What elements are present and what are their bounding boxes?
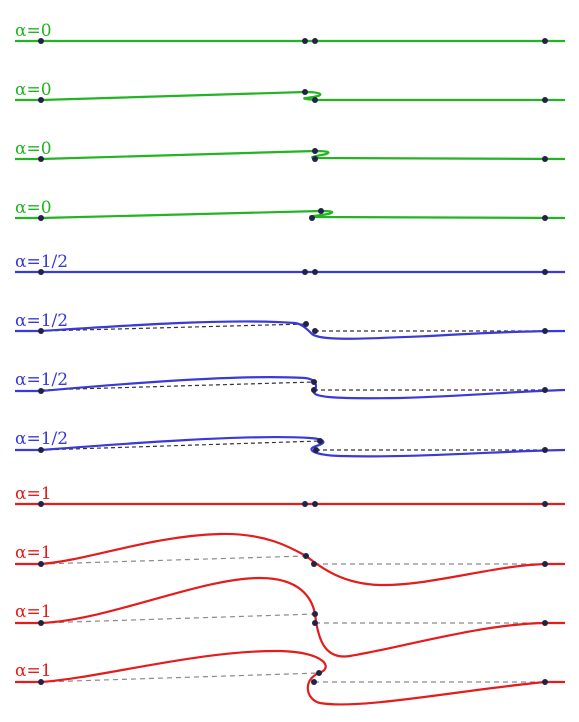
node bbox=[38, 501, 44, 507]
node bbox=[302, 89, 308, 95]
row-7-dash bbox=[40, 381, 545, 391]
row-4-curve bbox=[15, 209, 566, 220]
row-12-dash bbox=[40, 672, 545, 683]
node bbox=[38, 97, 44, 103]
node bbox=[542, 156, 548, 162]
node bbox=[542, 269, 548, 275]
row-9 bbox=[15, 501, 565, 507]
row-6-curve bbox=[15, 320, 566, 340]
node bbox=[38, 328, 44, 334]
row-12-curve bbox=[15, 649, 565, 706]
node bbox=[312, 620, 318, 626]
node bbox=[312, 501, 318, 507]
row-5 bbox=[15, 269, 565, 275]
row-12 bbox=[15, 649, 565, 706]
node bbox=[309, 215, 315, 221]
row-2 bbox=[15, 89, 565, 103]
row-7-label: α=1/2 bbox=[15, 370, 68, 390]
node bbox=[302, 38, 308, 44]
row-11-label: α=1 bbox=[15, 602, 52, 622]
node bbox=[311, 387, 317, 393]
node bbox=[311, 379, 317, 385]
node bbox=[316, 670, 322, 676]
row-11-curve bbox=[15, 576, 565, 658]
row-10-curve bbox=[15, 532, 565, 587]
row-2-curve bbox=[15, 90, 565, 102]
row-10-dash bbox=[40, 555, 545, 565]
node bbox=[542, 215, 548, 221]
row-1 bbox=[15, 38, 565, 44]
node bbox=[318, 208, 324, 214]
node bbox=[311, 561, 317, 567]
node bbox=[312, 148, 318, 154]
node bbox=[542, 387, 548, 393]
row-2-label: α=0 bbox=[15, 80, 52, 100]
node bbox=[542, 447, 548, 453]
row-3 bbox=[15, 148, 566, 162]
node bbox=[302, 501, 308, 507]
node bbox=[38, 679, 44, 685]
node bbox=[302, 269, 308, 275]
node bbox=[542, 328, 548, 334]
row-3-label: α=0 bbox=[15, 139, 52, 159]
node bbox=[312, 97, 318, 103]
node bbox=[38, 269, 44, 275]
node bbox=[312, 328, 318, 334]
row-8-curve bbox=[15, 435, 566, 458]
node bbox=[312, 269, 318, 275]
row-5-label: α=1/2 bbox=[15, 252, 68, 272]
row-10-label: α=1 bbox=[15, 543, 52, 563]
row-6-dash bbox=[40, 323, 545, 332]
row-6 bbox=[15, 320, 566, 340]
node bbox=[303, 553, 309, 559]
node bbox=[38, 388, 44, 394]
row-4 bbox=[15, 208, 566, 221]
node bbox=[542, 97, 548, 103]
node bbox=[38, 620, 44, 626]
node bbox=[38, 156, 44, 162]
node bbox=[38, 215, 44, 221]
node bbox=[542, 561, 548, 567]
row-12-label: α=1 bbox=[15, 661, 52, 681]
node bbox=[317, 438, 323, 444]
node bbox=[311, 679, 317, 685]
node bbox=[542, 38, 548, 44]
node bbox=[542, 679, 548, 685]
row-7 bbox=[15, 375, 566, 400]
row-9-label: α=1 bbox=[15, 484, 52, 504]
node bbox=[38, 561, 44, 567]
node bbox=[313, 447, 319, 453]
row-7-curve bbox=[15, 375, 566, 400]
row-4-label: α=0 bbox=[15, 198, 52, 218]
node bbox=[542, 501, 548, 507]
row-3-curve bbox=[15, 149, 566, 161]
node bbox=[303, 321, 309, 327]
row-8 bbox=[15, 435, 566, 458]
row-1-label: α=0 bbox=[15, 21, 52, 41]
row-6-label: α=1/2 bbox=[15, 311, 68, 331]
row-10 bbox=[15, 532, 565, 587]
node bbox=[312, 611, 318, 617]
node bbox=[312, 156, 318, 162]
node bbox=[38, 38, 44, 44]
node bbox=[38, 447, 44, 453]
row-8-dash bbox=[40, 440, 545, 451]
row-11 bbox=[15, 576, 565, 658]
node bbox=[312, 38, 318, 44]
node bbox=[542, 620, 548, 626]
row-8-label: α=1/2 bbox=[15, 429, 68, 449]
row-11-dash bbox=[40, 613, 545, 624]
